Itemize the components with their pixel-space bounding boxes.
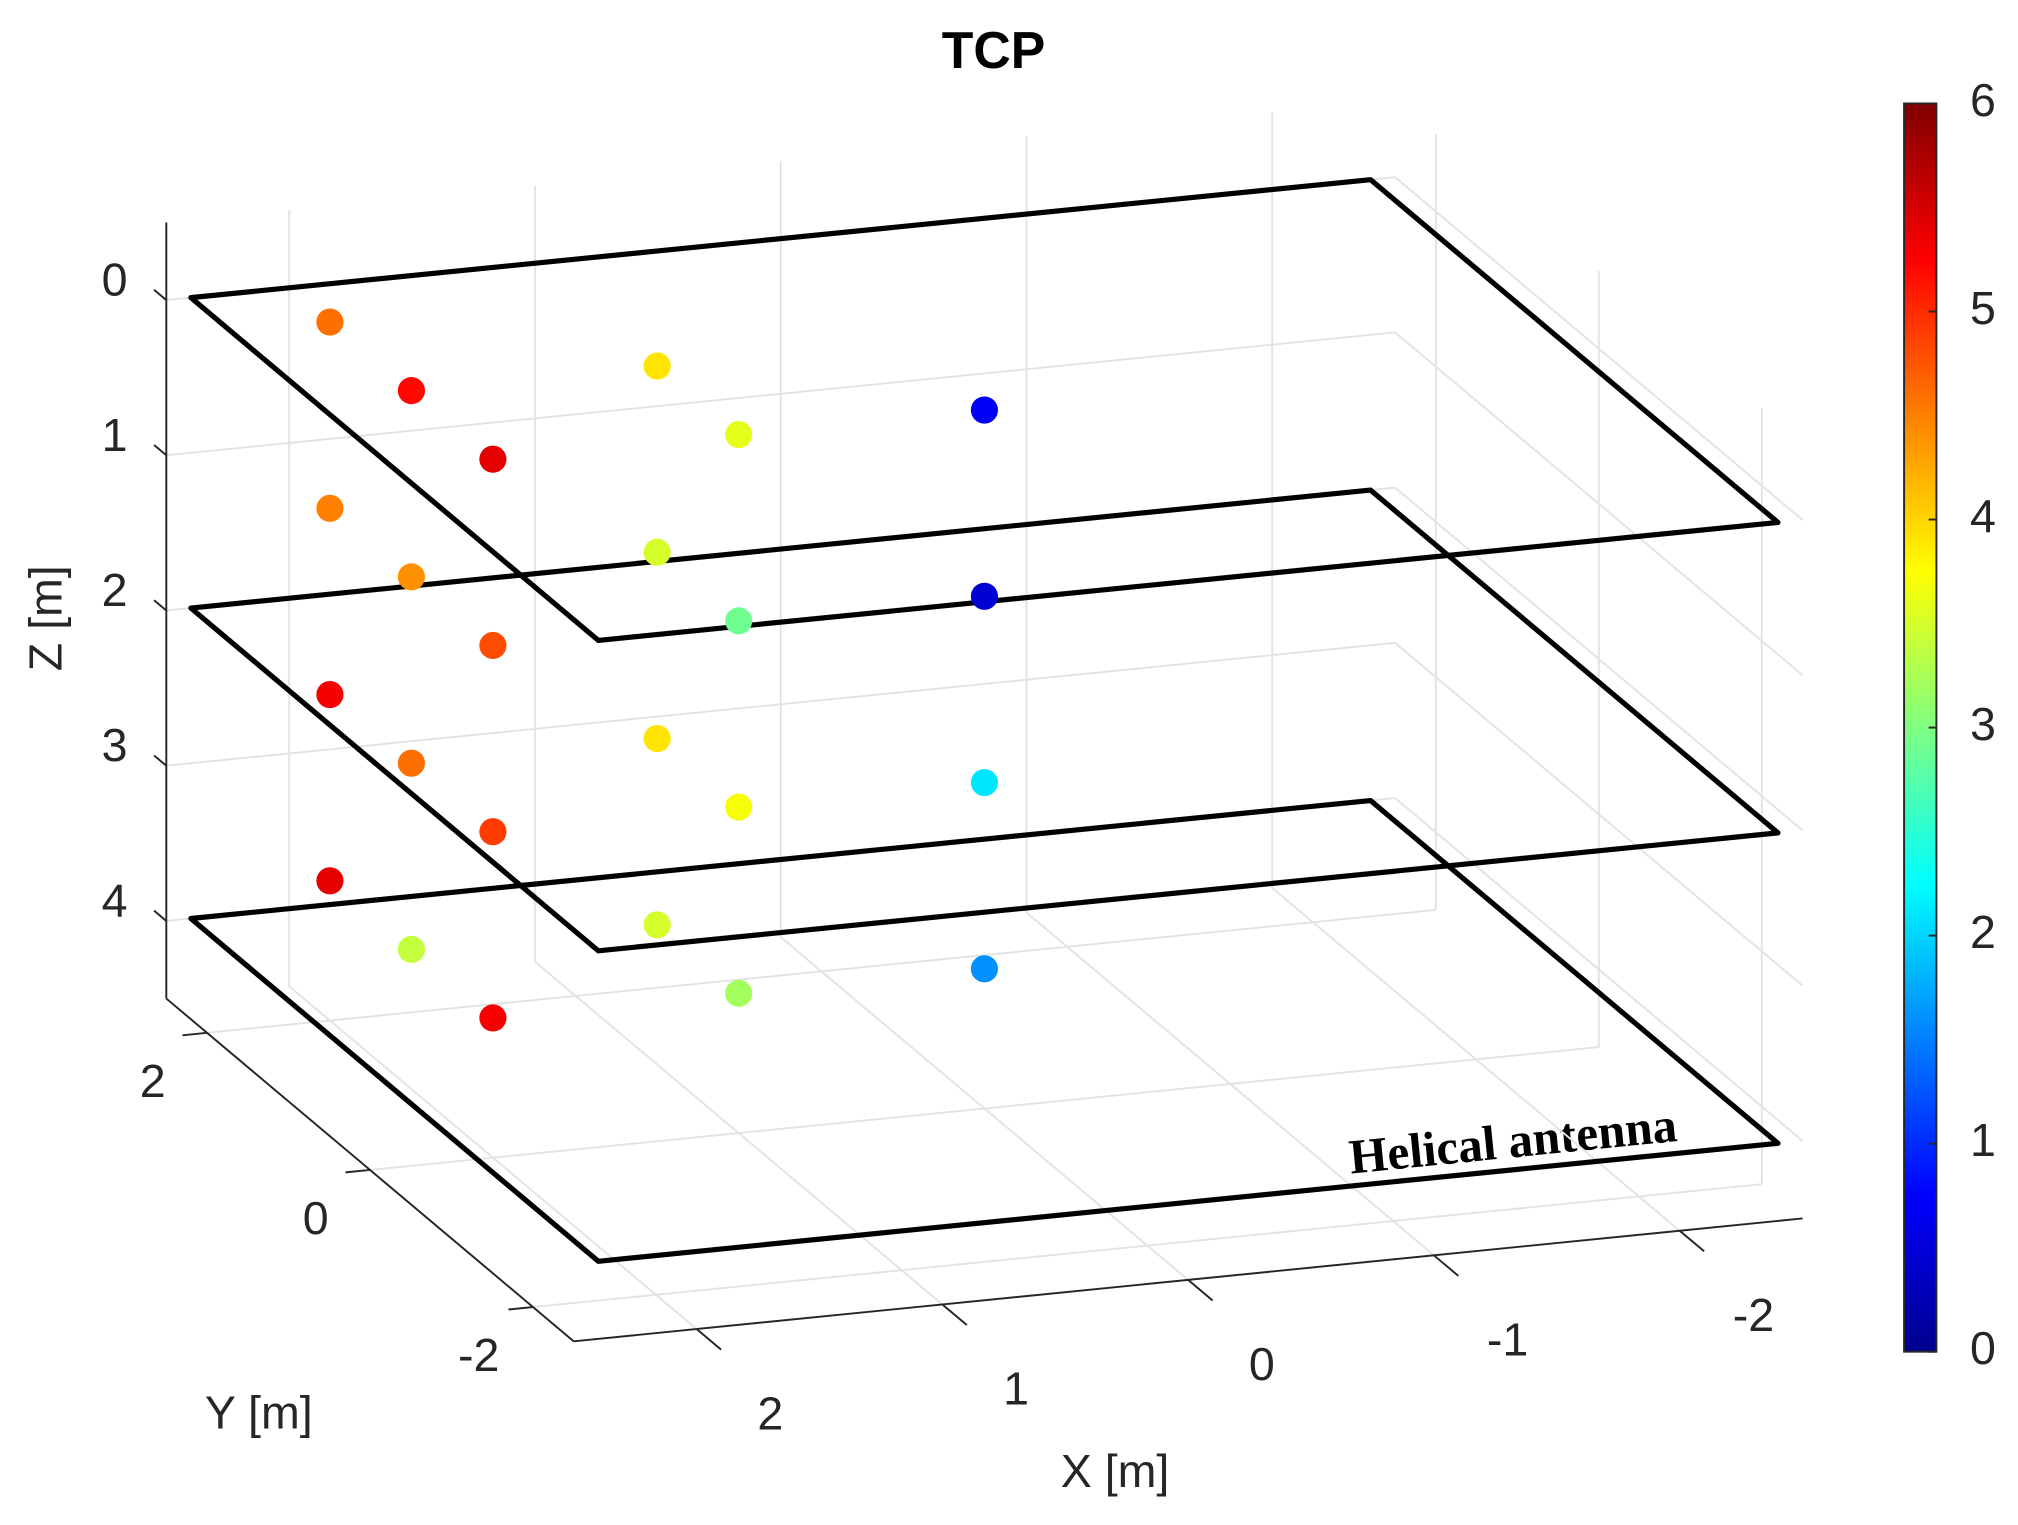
grid-line <box>369 1046 1599 1171</box>
colorbar-tick-label: 5 <box>1970 282 1996 334</box>
point <box>970 768 999 797</box>
grid-line <box>166 331 1396 457</box>
point <box>316 308 344 336</box>
colorbar-tick-label: 0 <box>1970 1322 1996 1374</box>
point <box>479 1004 507 1032</box>
y-tick <box>345 1168 371 1174</box>
plane <box>188 487 1781 954</box>
y-tick <box>182 1031 208 1037</box>
point <box>725 607 753 635</box>
y-tick-label: 2 <box>140 1055 166 1107</box>
point <box>725 979 753 1007</box>
point <box>970 955 999 983</box>
plane <box>188 797 1781 1264</box>
z-axis-label: Z [m] <box>20 565 72 671</box>
x-tick-label: -1 <box>1487 1314 1528 1366</box>
x-axis-label: X [m] <box>1061 1445 1170 1497</box>
point <box>397 377 425 405</box>
point <box>725 793 753 821</box>
x-tick-label: 0 <box>1249 1338 1275 1390</box>
x-tick <box>1187 1279 1214 1302</box>
z-tick <box>153 599 167 612</box>
plane <box>188 177 1781 643</box>
grid-line <box>1394 642 1804 987</box>
point <box>970 396 999 424</box>
point <box>643 911 671 939</box>
z-tick-label: 0 <box>102 254 128 306</box>
grid-line <box>206 908 1436 1034</box>
x-tick <box>1433 1254 1459 1277</box>
z-tick-label: 1 <box>102 409 128 461</box>
grid-line <box>532 1183 1762 1309</box>
grid-line <box>1394 331 1804 676</box>
point <box>643 724 671 753</box>
grid-line <box>1394 797 1804 1142</box>
z-tick-label: 3 <box>102 719 128 771</box>
point <box>316 681 344 709</box>
colorbar-tick-label: 4 <box>1970 490 1996 542</box>
point <box>479 445 507 473</box>
z-tick <box>153 754 167 767</box>
colorbar-tick-label: 2 <box>1970 906 1996 958</box>
colorbar-tick-label: 6 <box>1970 74 1996 126</box>
y-axis-label: Y [m] <box>205 1387 313 1439</box>
x-tick <box>696 1328 722 1351</box>
colorbar-tick-label: 3 <box>1970 698 1996 750</box>
grid-line <box>166 641 1396 767</box>
point <box>643 538 671 566</box>
point <box>397 935 425 963</box>
grid-line <box>1394 176 1804 521</box>
point <box>479 818 507 846</box>
z-tick <box>153 909 167 922</box>
x-tick-label: -2 <box>1733 1289 1774 1341</box>
x-tick-label: 2 <box>757 1387 783 1439</box>
point <box>316 494 344 522</box>
x-tick-label: 1 <box>1003 1363 1029 1415</box>
chart-title: TCP <box>942 21 1045 79</box>
point <box>725 421 753 449</box>
z-tick-label: 2 <box>102 564 128 616</box>
z-tick <box>153 444 167 457</box>
point <box>316 867 344 895</box>
y-tick <box>508 1306 534 1311</box>
z-tick-label: 4 <box>102 874 128 926</box>
y-tick-label: 0 <box>303 1192 329 1244</box>
point <box>643 352 671 380</box>
y-tick-label: -2 <box>458 1329 499 1381</box>
point <box>970 582 999 610</box>
point <box>397 563 425 591</box>
point <box>397 749 425 777</box>
x-tick <box>941 1303 968 1326</box>
x-tick <box>1679 1229 1705 1253</box>
z-tick <box>153 289 167 301</box>
grid-line <box>1394 486 1804 832</box>
point <box>479 631 507 660</box>
colorbar-tick-label: 1 <box>1970 1114 1996 1166</box>
